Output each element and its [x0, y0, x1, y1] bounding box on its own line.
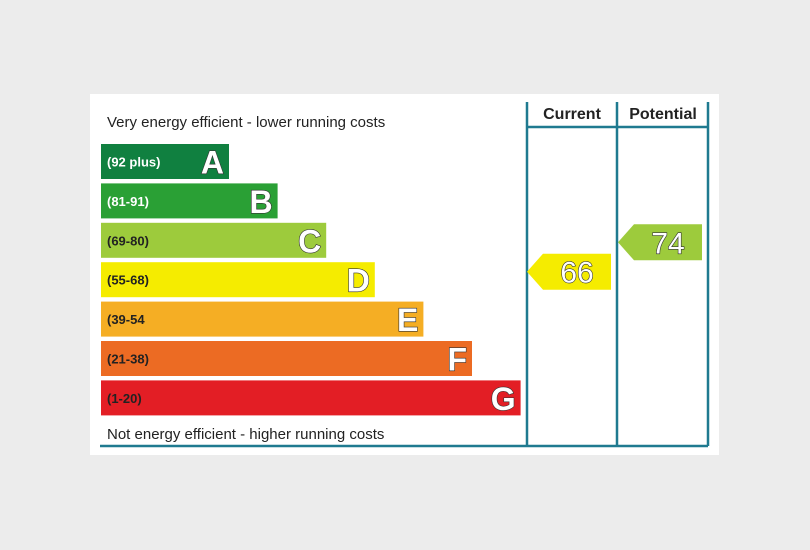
band-e-letter: E [397, 302, 418, 338]
potential-rating-arrow [618, 224, 702, 261]
epc-graphic: (92 plus) A (81-91) B (69-80) C (55-68) D (39-54… [100, 102, 710, 448]
band-c-range: (69-80) [107, 233, 149, 248]
band-d-letter: D [347, 263, 370, 299]
band-b-range: (81-91) [107, 194, 149, 209]
current-rating-arrow [527, 253, 611, 290]
current-rating-value: 66 [560, 257, 593, 290]
band-f-range: (21-38) [107, 352, 149, 367]
band-c-letter: C [298, 223, 321, 259]
bottom-label: Not energy efficient - higher running co… [107, 426, 385, 443]
band-a-range: (92 plus) [107, 155, 160, 170]
band-e-range: (39-54 [107, 312, 145, 327]
top-label: Very energy efficient - lower running co… [107, 114, 386, 131]
epc-chart: (92 plus) A (81-91) B (69-80) C (55-68) D (39-54… [90, 94, 719, 455]
current-column-header: Current [543, 106, 601, 123]
band-f-letter: F [447, 342, 467, 378]
band-e-bar [101, 301, 424, 337]
band-f-bar [101, 341, 472, 376]
potential-rating-value: 74 [651, 227, 684, 260]
band-a-bar [101, 144, 229, 179]
band-d-range: (55-68) [107, 273, 149, 288]
band-d-bar [101, 262, 375, 298]
band-g-letter: G [491, 381, 516, 417]
band-g-bar [101, 380, 521, 416]
band-b-bar [101, 183, 278, 219]
potential-column-header: Potential [629, 106, 697, 123]
band-b-letter: B [249, 184, 272, 220]
band-g-range: (1-20) [107, 391, 142, 406]
band-a-letter: A [201, 145, 224, 181]
band-c-bar [101, 222, 327, 258]
